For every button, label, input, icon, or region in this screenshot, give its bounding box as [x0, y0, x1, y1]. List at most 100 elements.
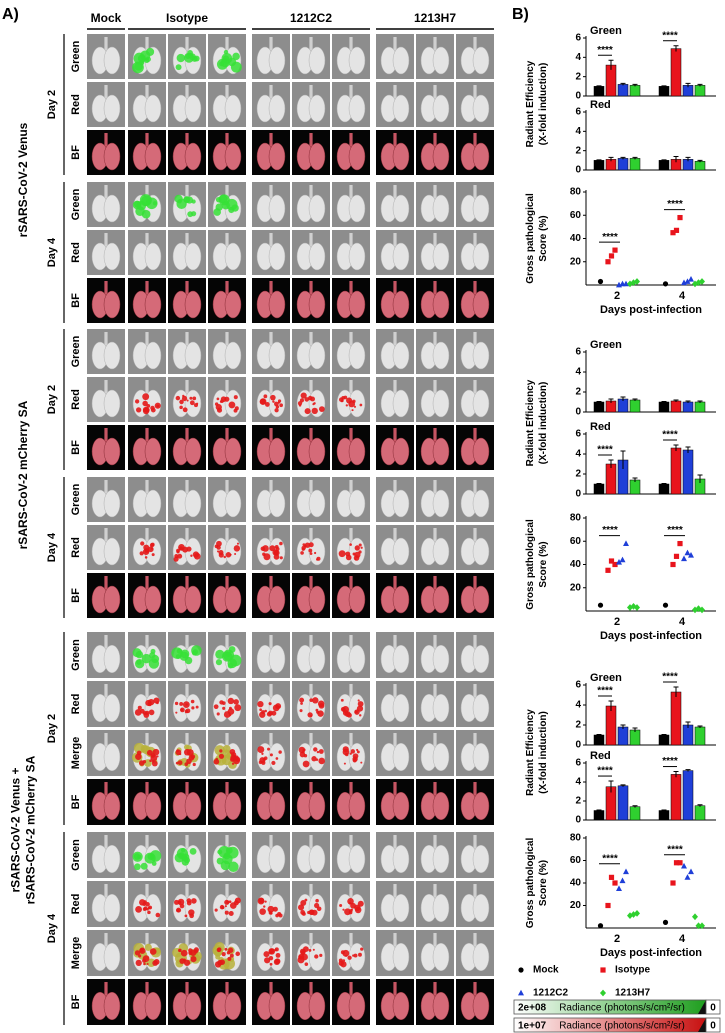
green-signal — [184, 656, 193, 665]
lung-lobe — [268, 742, 286, 772]
red-signal — [356, 750, 360, 754]
y-tick-label: 2 — [575, 387, 581, 398]
trachea — [473, 85, 477, 101]
trachea — [309, 37, 313, 53]
bar — [629, 479, 641, 495]
lung-lobe — [392, 942, 410, 972]
error-bar — [596, 483, 602, 485]
lung-image — [416, 329, 454, 374]
trachea — [473, 635, 477, 652]
column-header: 1213H7 — [414, 11, 456, 25]
lung-lobe — [144, 142, 162, 171]
red-signal — [350, 749, 356, 754]
row-label: Red — [70, 242, 82, 263]
chart-subtitle: Green — [590, 672, 622, 684]
lung-lobe — [432, 94, 450, 123]
trachea — [309, 185, 313, 201]
lung-image — [128, 230, 166, 275]
lung-lobe — [432, 644, 450, 674]
lung-lobe — [224, 791, 242, 821]
error-bar — [632, 83, 638, 87]
lung-lobe — [268, 844, 286, 874]
lung-lobe — [432, 341, 450, 370]
red-signal — [189, 400, 195, 406]
lung-lobe — [308, 742, 326, 772]
trachea — [225, 332, 229, 348]
trachea — [269, 332, 273, 348]
point — [670, 880, 676, 886]
bar — [593, 810, 605, 821]
lung-image — [376, 425, 414, 470]
red-signal — [217, 959, 223, 966]
green-signal — [152, 201, 158, 206]
trachea — [393, 233, 397, 249]
lung-image — [292, 278, 330, 323]
red-signal — [261, 760, 266, 765]
red-signal — [153, 959, 160, 965]
lung-image — [208, 278, 246, 323]
red-signal — [297, 956, 305, 964]
trachea — [473, 884, 477, 901]
lung-image — [128, 979, 166, 1025]
point — [597, 923, 604, 929]
red-signal — [175, 761, 179, 765]
red-signal — [308, 548, 313, 553]
red-signal — [311, 407, 318, 415]
red-signal — [224, 899, 230, 905]
point — [677, 860, 683, 866]
point — [688, 868, 694, 875]
lung-image — [416, 377, 454, 422]
red-signal — [304, 397, 310, 402]
red-signal — [346, 397, 353, 404]
trachea — [349, 733, 353, 750]
red-signal — [234, 704, 242, 712]
bar — [605, 705, 617, 746]
column-header: Isotype — [166, 11, 208, 25]
red-signal — [272, 906, 278, 912]
lung-image — [416, 730, 454, 776]
point — [605, 567, 611, 573]
lung-lobe — [268, 242, 286, 271]
red-signal — [190, 956, 197, 963]
trachea — [185, 480, 189, 496]
red-signal — [354, 558, 357, 561]
trachea — [393, 480, 397, 496]
trachea — [473, 576, 477, 592]
trachea — [309, 528, 313, 544]
x-tick-label: 2 — [614, 616, 620, 628]
y-tick-label: 0 — [575, 407, 581, 418]
lung-image — [416, 779, 454, 825]
point — [600, 989, 606, 997]
lung-image — [332, 34, 370, 79]
trachea — [185, 782, 189, 799]
red-signal — [144, 548, 150, 553]
y-tick-label: 40 — [570, 559, 582, 570]
trachea — [473, 37, 477, 53]
trachea — [393, 528, 397, 544]
trachea — [104, 233, 108, 249]
trachea — [433, 684, 437, 701]
x-tick-label: 2 — [614, 290, 620, 302]
trachea — [393, 635, 397, 652]
trachea — [145, 635, 149, 652]
lung-lobe — [392, 46, 410, 75]
lung-image — [208, 477, 246, 522]
row-label: Green — [70, 335, 82, 367]
red-signal — [150, 542, 155, 547]
trachea — [349, 835, 353, 852]
row-label: Green — [70, 40, 82, 72]
red-signal — [264, 900, 267, 903]
lung-lobe — [472, 844, 490, 874]
red-signal — [308, 542, 314, 548]
lung-image — [332, 477, 370, 522]
lung-image — [292, 82, 330, 127]
trachea — [145, 37, 149, 53]
lung-image — [376, 730, 414, 776]
red-signal — [267, 905, 275, 913]
trachea — [433, 37, 437, 53]
lung-lobe — [348, 537, 366, 566]
red-signal — [180, 708, 184, 712]
lung-lobe — [392, 644, 410, 674]
lung-lobe — [224, 489, 242, 518]
red-signal — [143, 712, 150, 718]
